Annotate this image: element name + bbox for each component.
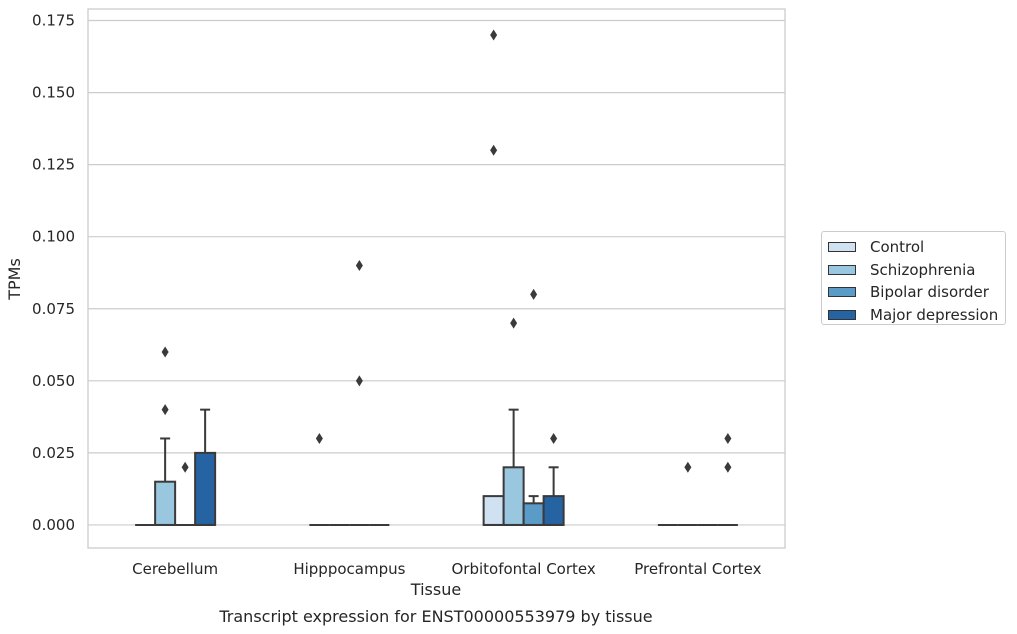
legend-label: Major depression (870, 305, 999, 324)
box-group (154, 346, 177, 526)
box-group (194, 408, 217, 526)
box-group (502, 317, 525, 526)
x-axis-label: Tissue (410, 580, 461, 599)
legend-swatch (828, 264, 856, 275)
legend-item: Schizophrenia (828, 259, 1005, 282)
box-group (677, 461, 698, 526)
legend-swatch (828, 242, 856, 253)
y-tick-label: 0.025 (32, 444, 75, 462)
y-axis-label: TPMs (5, 258, 24, 301)
x-tick-label: Prefrontal Cortex (634, 560, 761, 578)
box (522, 502, 545, 526)
y-tick-label: 0.000 (32, 516, 75, 534)
outlier-point (510, 317, 518, 329)
outlier-point (684, 461, 692, 473)
legend-item: Control (828, 236, 1005, 259)
gridlines (88, 19, 785, 526)
outlier-point (355, 260, 363, 272)
outlier-point (181, 461, 189, 473)
x-tick-label: Cerebellum (132, 560, 218, 578)
box-group (717, 432, 738, 526)
outlier-point (490, 29, 498, 41)
plot-frame (87, 8, 786, 549)
x-tick-label: Orbitofontal Cortex (452, 560, 596, 578)
outlier-point (315, 432, 323, 444)
y-tick-label: 0.075 (32, 300, 75, 318)
box (502, 466, 525, 526)
outlier-point (530, 288, 538, 300)
y-tick-label: 0.050 (32, 372, 75, 390)
x-tick-labels: Cerebellum Hipppocampus Orbitofontal Corte… (132, 560, 761, 578)
legend-item: Bipolar disorder (828, 281, 1005, 304)
outlier-point (490, 144, 498, 156)
box-marks (135, 29, 738, 526)
outlier-point (355, 375, 363, 387)
outlier-point (161, 404, 169, 416)
y-tick-label: 0.175 (32, 12, 75, 30)
x-tick-label: Hipppocampus (293, 560, 405, 578)
box-group (349, 260, 370, 526)
box (154, 480, 177, 526)
box-group (542, 432, 565, 526)
outlier-point (724, 461, 732, 473)
legend-item: Major depression (828, 304, 1005, 327)
chart-title: Transcript expression for ENST0000055397… (218, 607, 652, 626)
box-group (482, 29, 505, 526)
box-group (309, 432, 330, 526)
legend-swatch (828, 287, 856, 298)
y-tick-label: 0.100 (32, 228, 75, 246)
box (542, 495, 565, 526)
box-group (175, 461, 196, 526)
box-group (522, 288, 545, 526)
legend-label: Control (870, 238, 925, 257)
outlier-point (550, 432, 558, 444)
outlier-point (724, 432, 732, 444)
legend-swatch (828, 309, 856, 320)
box (194, 451, 217, 526)
legend-label: Bipolar disorder (870, 283, 989, 302)
legend: Control Schizophrenia Bipolar disorder Majo… (821, 231, 1006, 325)
legend-label: Schizophrenia (870, 260, 976, 279)
y-tick-label: 0.150 (32, 84, 75, 102)
box (482, 495, 505, 526)
y-tick-labels: 0.000 0.025 0.050 0.075 0.100 0.125 0.150 0.175 (32, 12, 75, 534)
outlier-point (161, 346, 169, 358)
y-tick-label: 0.125 (32, 156, 75, 174)
